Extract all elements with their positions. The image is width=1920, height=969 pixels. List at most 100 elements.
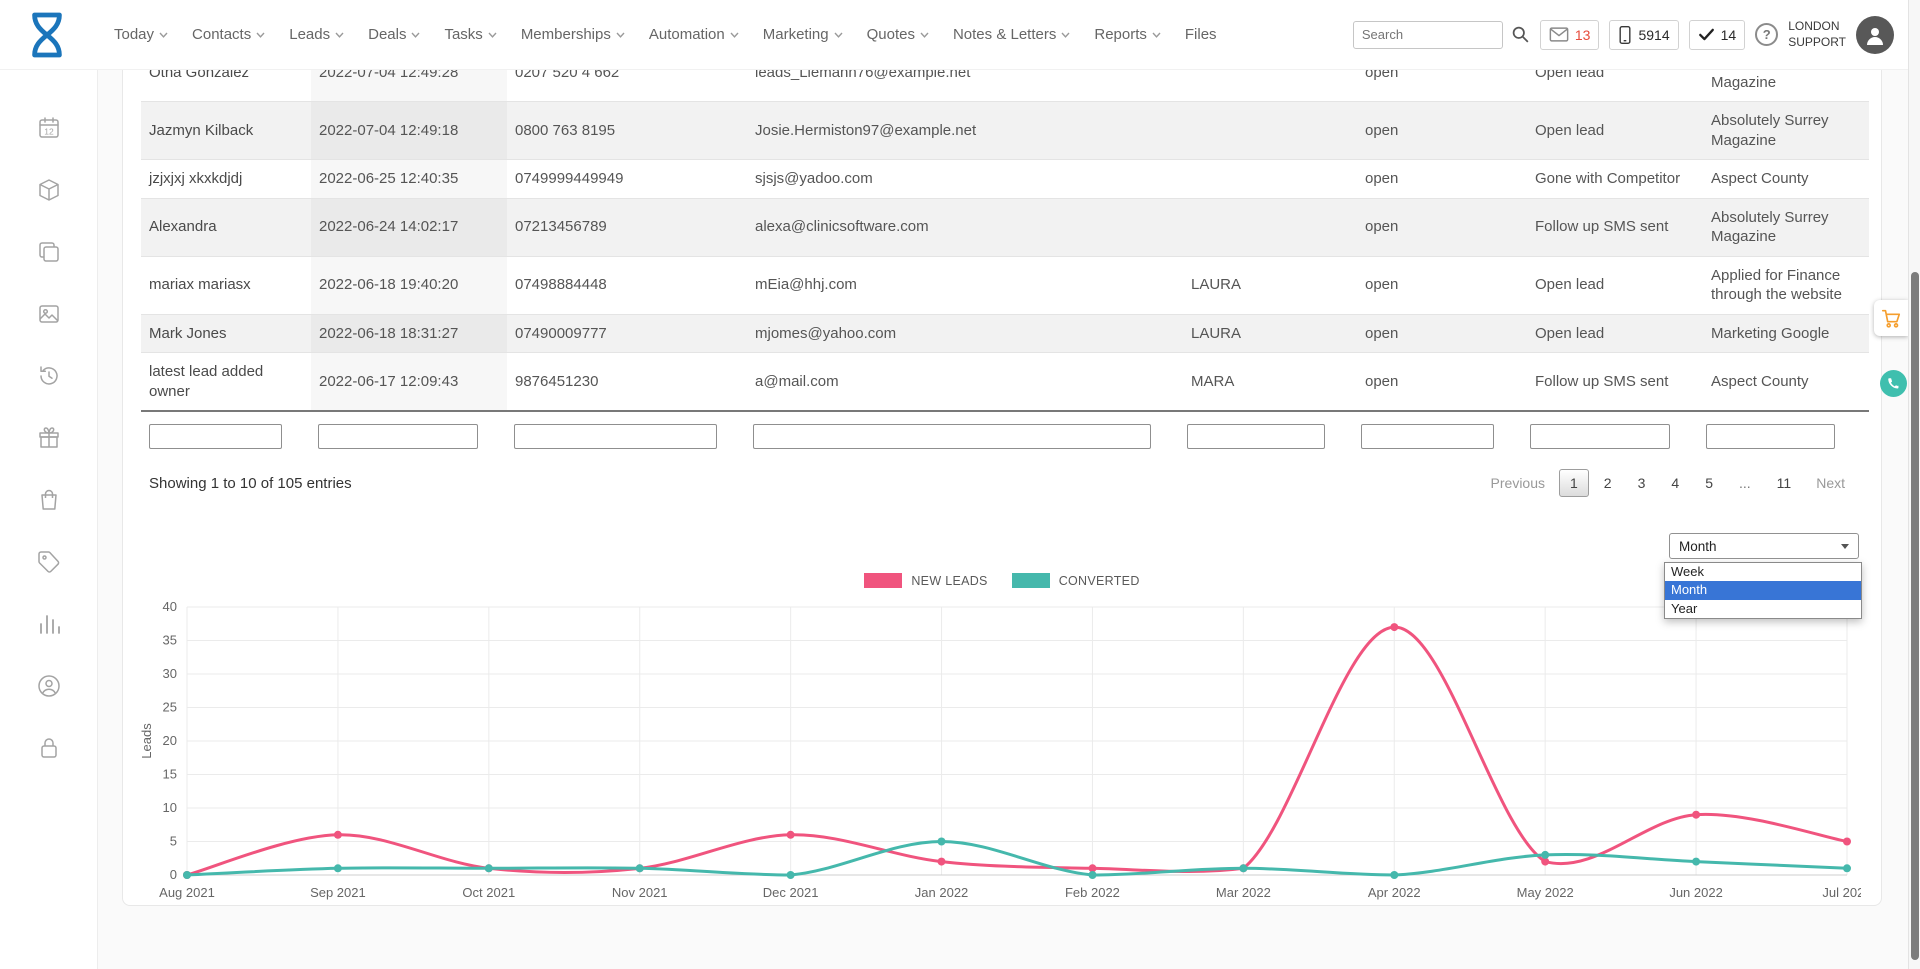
table-row[interactable]: mariax mariasx2022-06-18 19:40:200749888…: [141, 256, 1869, 314]
period-option-week[interactable]: Week: [1665, 563, 1861, 581]
menu-leads[interactable]: Leads: [289, 26, 344, 43]
menu-label: Memberships: [521, 26, 611, 43]
filter-email-input[interactable]: [753, 424, 1151, 449]
cell-phone: 9876451230: [507, 353, 747, 412]
cell-stage: Gone with Competitor: [1527, 160, 1703, 199]
legend-new-leads[interactable]: NEW LEADS: [864, 573, 987, 588]
menu-notes-letters[interactable]: Notes & Letters: [953, 26, 1070, 43]
table-row[interactable]: latest lead added owner2022-06-17 12:09:…: [141, 353, 1869, 412]
menu-memberships[interactable]: Memberships: [521, 26, 625, 43]
menu-label: Today: [114, 26, 154, 43]
sidebar-item-shopping-bag[interactable]: [36, 487, 62, 513]
cell-status: open: [1357, 353, 1527, 412]
cell-name: jzjxjxj xkxkdjdj: [141, 160, 311, 199]
menu-label: Deals: [368, 26, 406, 43]
page-button-3[interactable]: 3: [1627, 469, 1657, 497]
calendar-day: 12: [44, 127, 54, 137]
menu-tasks[interactable]: Tasks: [444, 26, 496, 43]
cell-owner: [1183, 198, 1357, 256]
app-logo[interactable]: [26, 10, 68, 60]
menu-today[interactable]: Today: [114, 26, 168, 43]
cell-stage: Open lead: [1527, 70, 1703, 102]
page-button-5[interactable]: 5: [1694, 469, 1724, 497]
filter-stage-input[interactable]: [1530, 424, 1669, 449]
menu-automation[interactable]: Automation: [649, 26, 739, 43]
scrollbar-thumb[interactable]: [1911, 272, 1919, 960]
cell-created: 2022-06-17 12:09:43: [311, 353, 507, 412]
user-avatar[interactable]: [1856, 16, 1894, 54]
sidebar-item-calendar[interactable]: 12: [36, 115, 62, 141]
whatsapp-button[interactable]: [1880, 370, 1907, 397]
gift-icon: [36, 425, 62, 451]
cell-email: mjomes@yahoo.com: [747, 314, 1183, 353]
sidebar: 12: [0, 70, 98, 969]
cart-button[interactable]: [1874, 300, 1908, 336]
period-option-month[interactable]: Month: [1665, 581, 1861, 599]
filter-created-input[interactable]: [318, 424, 477, 449]
person-icon: [1863, 23, 1887, 47]
sidebar-item-support[interactable]: [36, 673, 62, 699]
previous-page-button[interactable]: Previous: [1481, 469, 1555, 497]
menu-files[interactable]: Files: [1185, 26, 1217, 43]
calls-count: 5914: [1638, 27, 1669, 43]
menu-label: Automation: [649, 26, 725, 43]
sidebar-item-reports[interactable]: [36, 611, 62, 637]
mobile-phone-icon: [1618, 25, 1632, 45]
table-row[interactable]: Jazmyn Kilback2022-07-04 12:49:180800 76…: [141, 102, 1869, 160]
filter-name-input[interactable]: [149, 424, 282, 449]
sidebar-item-copy[interactable]: [36, 239, 62, 265]
page-button-4[interactable]: 4: [1660, 469, 1690, 497]
cell-source: Aspect County: [1703, 353, 1869, 412]
sidebar-item-lock[interactable]: [36, 735, 62, 761]
menu-quotes[interactable]: Quotes: [867, 26, 929, 43]
menu-reports[interactable]: Reports: [1094, 26, 1161, 43]
table-row[interactable]: jzjxjxj xkxkdjdj2022-06-25 12:40:3507499…: [141, 160, 1869, 199]
search-icon[interactable]: [1511, 25, 1530, 44]
table-row[interactable]: Otha Gonzalez2022-07-04 12:49:280207 520…: [141, 70, 1869, 102]
page-scrollbar[interactable]: [1908, 0, 1920, 969]
legend-label: CONVERTED: [1059, 574, 1140, 588]
table-row[interactable]: Alexandra2022-06-24 14:02:1707213456789a…: [141, 198, 1869, 256]
next-page-button[interactable]: Next: [1806, 469, 1855, 497]
sidebar-item-gallery[interactable]: [36, 301, 62, 327]
sidebar-item-package[interactable]: [36, 177, 62, 203]
filter-status-input[interactable]: [1361, 424, 1494, 449]
filter-owner-input[interactable]: [1187, 424, 1324, 449]
svg-text:Oct 2021: Oct 2021: [462, 885, 515, 900]
svg-text:35: 35: [163, 633, 177, 648]
period-option-year[interactable]: Year: [1665, 600, 1861, 618]
legend-converted[interactable]: CONVERTED: [1012, 573, 1140, 588]
cell-owner: LAURA: [1183, 314, 1357, 353]
period-dropdown: WeekMonthYear: [1664, 562, 1862, 619]
sidebar-item-tag[interactable]: [36, 549, 62, 575]
cell-email: leads_Liemann76@example.net: [747, 70, 1183, 102]
table-row[interactable]: Mark Jones2022-06-18 18:31:2707490009777…: [141, 314, 1869, 353]
leads-panel: Otha Gonzalez2022-07-04 12:49:280207 520…: [122, 70, 1882, 906]
cell-created: 2022-07-04 12:49:28: [311, 70, 507, 102]
period-select[interactable]: Month: [1669, 533, 1859, 559]
page-button-11[interactable]: 11: [1766, 469, 1803, 497]
menu-deals[interactable]: Deals: [368, 26, 420, 43]
menu-label: Notes & Letters: [953, 26, 1056, 43]
cell-stage: Open lead: [1527, 102, 1703, 160]
svg-text:Apr 2022: Apr 2022: [1368, 885, 1421, 900]
menu-contacts[interactable]: Contacts: [192, 26, 265, 43]
page-button-1[interactable]: 1: [1559, 469, 1589, 497]
tasks-counter[interactable]: 14: [1689, 20, 1746, 50]
messages-counter[interactable]: 13: [1540, 20, 1600, 50]
sidebar-item-gift[interactable]: [36, 425, 62, 451]
calls-counter[interactable]: 5914: [1609, 20, 1678, 50]
shopping-cart-icon: [1880, 307, 1902, 329]
cell-owner: [1183, 160, 1357, 199]
chevron-down-icon: [834, 32, 843, 38]
sidebar-item-history[interactable]: [36, 363, 62, 389]
menu-label: Reports: [1094, 26, 1147, 43]
svg-text:40: 40: [163, 599, 177, 614]
search-input[interactable]: [1353, 21, 1503, 49]
filter-source-input[interactable]: [1706, 424, 1835, 449]
page-button-2[interactable]: 2: [1593, 469, 1623, 497]
filter-phone-input[interactable]: [514, 424, 717, 449]
help-icon[interactable]: ?: [1755, 23, 1778, 46]
menu-marketing[interactable]: Marketing: [763, 26, 843, 43]
cell-phone: 0800 763 8195: [507, 102, 747, 160]
